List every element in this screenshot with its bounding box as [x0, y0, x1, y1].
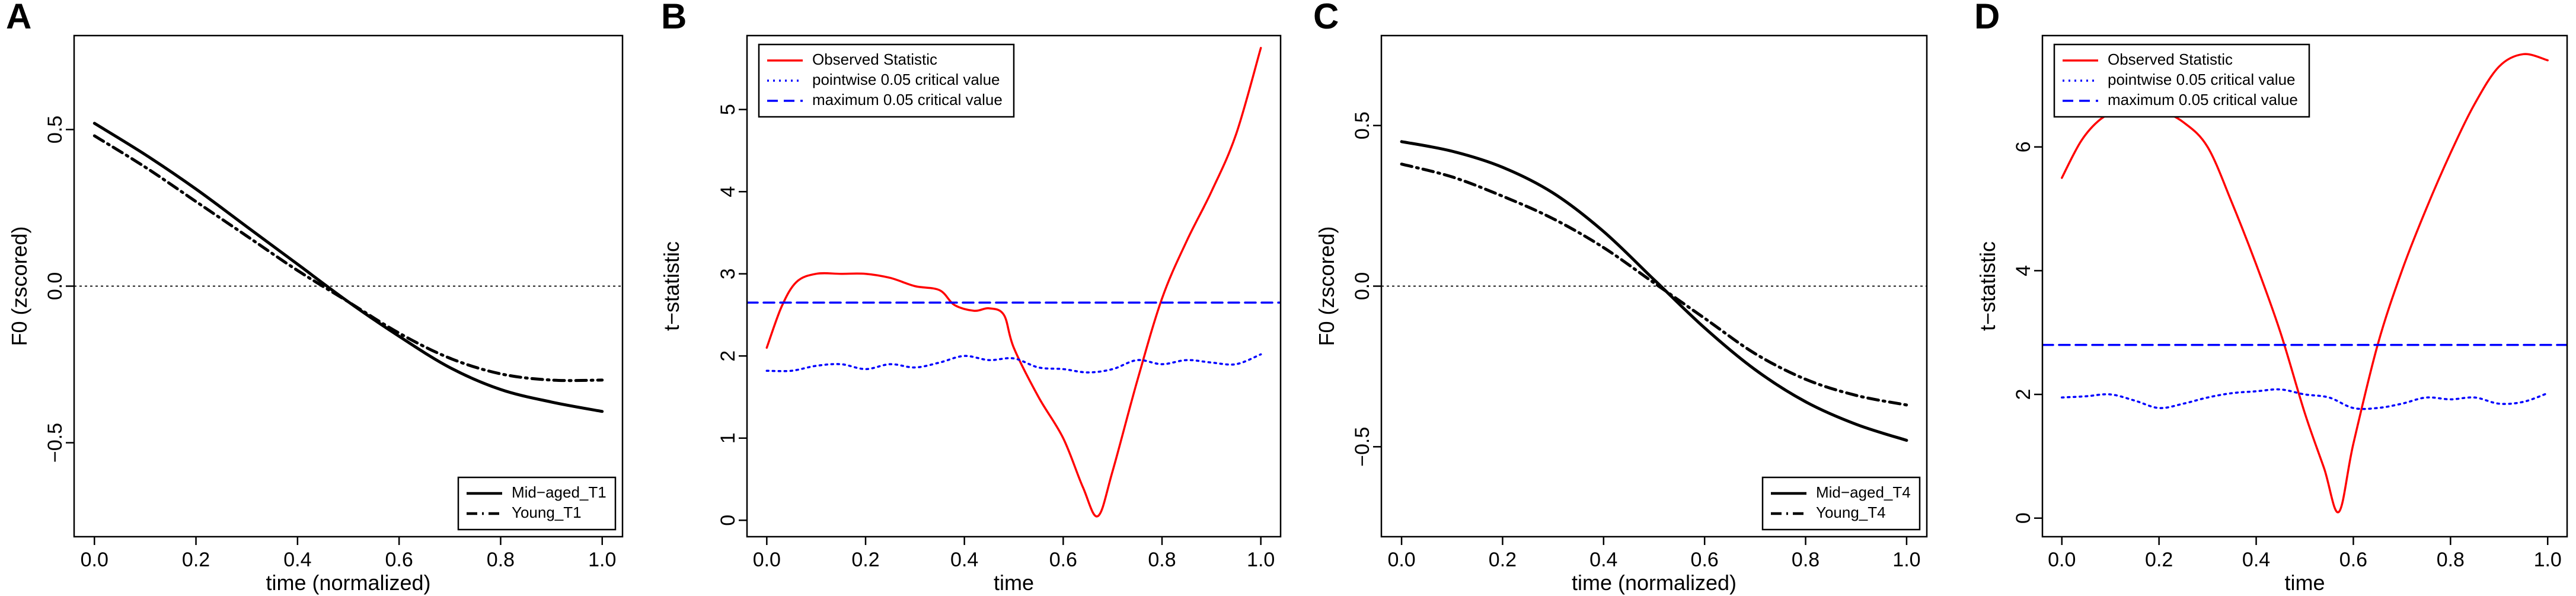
plot-area [92, 122, 604, 413]
series-line-observed-statistic [765, 47, 1262, 518]
x-tick-label: 1.0 [588, 549, 616, 571]
x-tick-label: 0.6 [385, 549, 413, 571]
x-tick-label: 0.0 [1387, 549, 1415, 571]
series-line-mid-aged-t1 [92, 122, 604, 413]
x-tick-label: 1.0 [2534, 549, 2562, 571]
series-line-pointwise-0-05-critical-value [2061, 388, 2549, 410]
y-tick-label: 3 [717, 268, 739, 279]
plot-area [747, 47, 1281, 518]
y-tick-label: 0.0 [44, 272, 66, 300]
legend-entry: Mid−aged_T1 [512, 483, 607, 501]
legend-box [1761, 476, 1921, 531]
x-tick-label: 0.8 [1148, 549, 1176, 571]
series-line-observed-statistic [2061, 53, 2549, 514]
y-axis-label: F0 (zscored) [1314, 226, 1339, 346]
x-tick-label: 0.0 [2048, 549, 2076, 571]
panel-letter: B [661, 0, 687, 36]
legend-entry: Young_T4 [1816, 503, 1886, 521]
legend-entry: Observed Statistic [812, 50, 937, 68]
plot-frame [2041, 34, 2568, 538]
x-tick-label: 0.4 [2242, 549, 2270, 571]
legend-entry: pointwise 0.05 critical value [812, 71, 1000, 88]
series-line-young-t1 [92, 134, 604, 383]
y-tick-label: 0.5 [44, 116, 66, 144]
y-tick-label: 0 [2012, 512, 2035, 524]
x-tick-label: 0.4 [950, 549, 978, 571]
y-tick-label: 1 [717, 432, 739, 444]
y-tick-label: 0.0 [1351, 272, 1374, 300]
legend: Observed Statistic pointwise 0.05 critica… [758, 43, 1015, 118]
y-tick-label: 6 [2012, 141, 2035, 152]
y-tick-label: 4 [717, 186, 739, 197]
x-axis-label: time (normalized) [266, 570, 430, 595]
legend-entry: pointwise 0.05 critical value [2108, 71, 2296, 88]
x-tick-label: 0.4 [283, 549, 311, 571]
series-line-young-t4 [1400, 162, 1908, 407]
x-tick-label: 0.2 [182, 549, 210, 571]
y-tick-label: 4 [2012, 265, 2035, 276]
panel-letter: D [1974, 0, 2000, 36]
legend-entry: Mid−aged_T4 [1816, 483, 1911, 501]
x-tick-label: 0.2 [2145, 549, 2173, 571]
y-tick-label: 5 [717, 104, 739, 115]
y-axis-label: t−statistic [1975, 241, 2000, 331]
plot-area [2042, 53, 2567, 514]
x-tick-label: 1.0 [1247, 549, 1275, 571]
y-tick-label: 0.5 [1351, 111, 1374, 139]
x-tick-label: 0.2 [851, 549, 879, 571]
y-axis-label: t−statistic [659, 241, 684, 331]
x-tick-label: 0.8 [487, 549, 515, 571]
y-tick-label: 2 [2012, 389, 2035, 400]
plot-area [1400, 140, 1908, 442]
x-tick-label: 0.6 [1691, 549, 1719, 571]
x-tick-label: 0.8 [1792, 549, 1820, 571]
plot-frame [746, 34, 1282, 538]
panel-letter: C [1313, 0, 1339, 36]
x-tick-label: 0.6 [1049, 549, 1077, 571]
x-axis-label: time (normalized) [1572, 570, 1737, 595]
x-tick-label: 0.0 [81, 549, 108, 571]
x-tick-label: 0.0 [753, 549, 781, 571]
y-axis-label: F0 (zscored) [7, 226, 31, 346]
legend: Observed Statistic pointwise 0.05 critica… [2053, 43, 2310, 118]
panel-b: B 0.0 0.2 0.4 0.6 0.8 1.0 0 1 2 3 4 5 time t−statistic… [659, 0, 1282, 595]
panel-a: A 0.0 0.2 0.4 0.6 0.8 1.0 −0.5 0.0 0.5 time (norma… [6, 0, 624, 595]
y-tick-label: 0 [717, 515, 739, 526]
x-tick-label: 1.0 [1892, 549, 1920, 571]
legend-box [457, 476, 617, 531]
series-line-pointwise-0-05-critical-value [765, 353, 1262, 374]
y-tick-label: −0.5 [1351, 427, 1374, 467]
x-axis-label: time [2284, 570, 2325, 595]
y-tick-label: −0.5 [44, 423, 66, 463]
legend: Mid−aged_T4 Young_T4 [1761, 476, 1921, 531]
x-tick-label: 0.6 [2339, 549, 2367, 571]
legend-entry: maximum 0.05 critical value [812, 91, 1003, 109]
legend-box [758, 43, 1015, 118]
x-tick-label: 0.2 [1489, 549, 1517, 571]
y-tick-label: 2 [717, 350, 739, 362]
x-axis-label: time [994, 570, 1034, 595]
legend-entry: Observed Statistic [2108, 50, 2233, 68]
x-tick-label: 0.4 [1589, 549, 1617, 571]
panel-d: D 0.0 0.2 0.4 0.6 0.8 1.0 0 2 4 6 time t−statistic Ob… [1974, 0, 2568, 595]
panel-letter: A [6, 0, 31, 36]
panel-c: C 0.0 0.2 0.4 0.6 0.8 1.0 −0.5 0.0 0.5 time (norma… [1313, 0, 1928, 595]
legend-entry: Young_T1 [512, 503, 582, 521]
legend: Mid−aged_T1 Young_T1 [457, 476, 617, 531]
x-tick-label: 0.8 [2437, 549, 2465, 571]
legend-box [2053, 43, 2310, 118]
series-line-mid-aged-t4 [1400, 140, 1908, 442]
legend-entry: maximum 0.05 critical value [2108, 91, 2298, 109]
